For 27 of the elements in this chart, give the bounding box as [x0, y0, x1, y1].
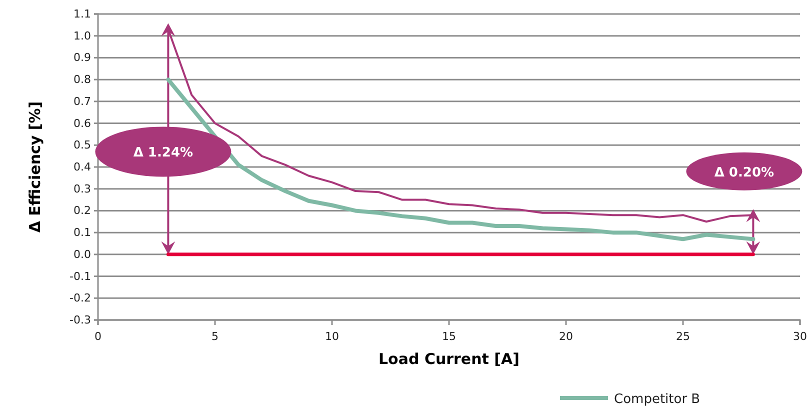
x-axis-title: Load Current [A]	[378, 350, 520, 368]
y-tick-label: -0.3	[70, 314, 91, 327]
y-tick-label: 0.1	[74, 226, 91, 240]
x-tick-label: 25	[676, 330, 690, 344]
y-tick-label: 1.1	[74, 8, 91, 21]
x-tick-label: 15	[442, 330, 456, 344]
y-tick-label: 0.5	[74, 138, 91, 152]
y-tick-label: 0.4	[74, 160, 91, 174]
x-tick-label: 5	[212, 330, 218, 344]
legend-label: Competitor B	[614, 392, 700, 407]
annotation: Δ 0.20%	[714, 165, 774, 180]
y-tick-label: 0.2	[74, 204, 91, 218]
y-tick-label: 0.0	[74, 248, 91, 261]
y-tick-label: 0.3	[74, 182, 91, 196]
x-tick-label: 10	[325, 330, 339, 344]
y-tick-label: 0.7	[74, 94, 91, 108]
x-tick-label: 0	[94, 330, 102, 344]
y-tick-label: 0.9	[74, 51, 91, 64]
y-tick-label: 1.0	[74, 29, 91, 42]
y-tick-label: -0.1	[70, 270, 91, 283]
y-tick-label: -0.2	[70, 292, 91, 305]
x-tick-label: 30	[793, 330, 807, 344]
x-tick-label: 20	[559, 330, 573, 344]
annotation: Δ 1.24%	[133, 146, 194, 161]
y-axis-title: Δ Efficiency [%]	[26, 101, 44, 233]
y-tick-label: 0.6	[74, 116, 91, 130]
y-tick-label: 0.8	[74, 73, 91, 86]
